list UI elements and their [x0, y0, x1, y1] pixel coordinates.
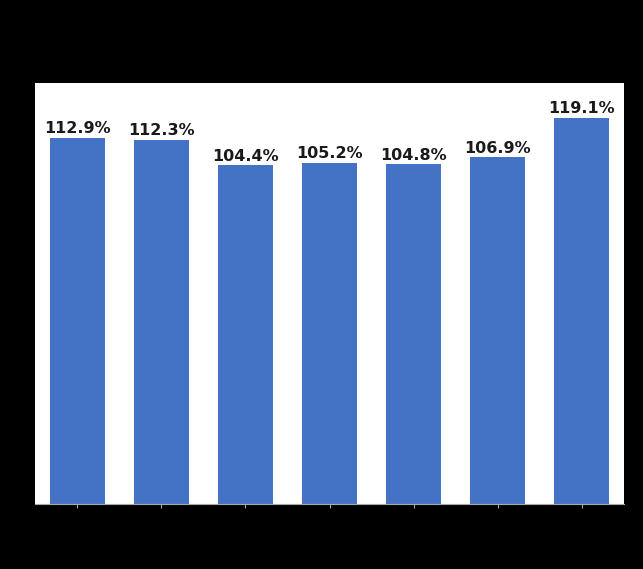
Text: 119.1%: 119.1%: [548, 101, 615, 116]
Text: 105.2%: 105.2%: [296, 146, 363, 161]
Bar: [50, 138, 105, 504]
Bar: [554, 118, 609, 504]
Bar: [218, 166, 273, 504]
Text: 112.9%: 112.9%: [44, 121, 111, 136]
Text: 112.3%: 112.3%: [128, 123, 195, 138]
Text: 104.4%: 104.4%: [212, 149, 279, 164]
Text: 106.9%: 106.9%: [464, 141, 531, 156]
Bar: [470, 157, 525, 504]
Bar: [134, 140, 189, 504]
Bar: [302, 163, 357, 504]
Bar: [386, 164, 441, 504]
Text: 104.8%: 104.8%: [380, 147, 447, 163]
